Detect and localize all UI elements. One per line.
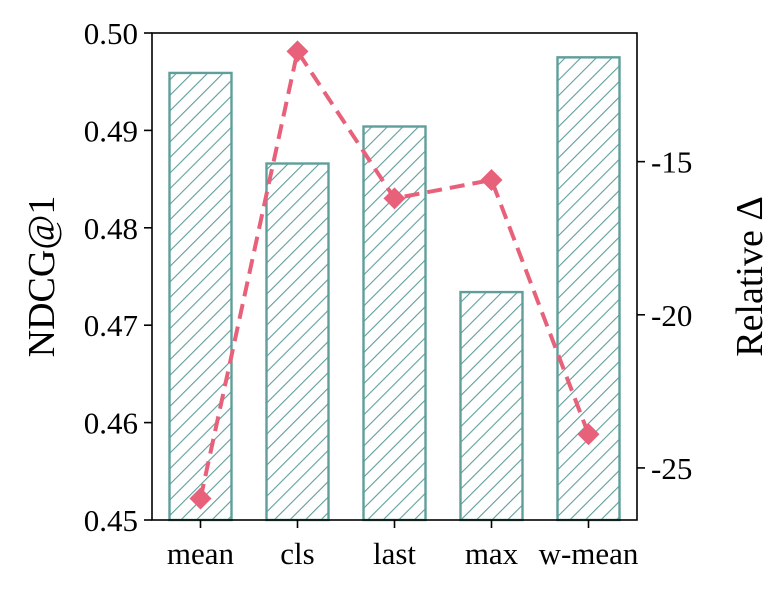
y-left-tick-label: 0.49 [84,113,138,148]
line-point-mean [189,487,212,510]
line-point-cls [286,40,309,63]
ticks-layer: 0.45 0.46 0.47 0.48 0.49 0.50 -25 -20 -15 mean cls… [84,16,693,571]
y-right-tick-label: -15 [651,145,692,180]
y-right-tick-label: -20 [651,298,692,333]
x-tick-label-cls: cls [280,536,314,571]
x-tick-label-max: max [465,536,519,571]
y-left-tick-label: 0.46 [84,406,138,441]
y-left-tick-label: 0.45 [84,503,138,538]
line-point-max [480,169,503,192]
y-axis-title-right: Relative Δ [729,196,771,357]
y-left-tick-label: 0.50 [84,16,138,51]
line-point-last [383,187,406,210]
y-left-tick-label: 0.47 [84,308,138,343]
bar-max [459,290,524,522]
line-point-w-mean [577,423,600,446]
y-axis-title-left: NDCG@1 [21,196,63,358]
bar-mean [168,71,233,522]
x-tick-label-mean: mean [167,536,235,571]
line-series [189,40,600,510]
x-tick-label-w-mean: w-mean [539,536,639,571]
y-right-tick-label: -25 [651,451,692,486]
bar-last [362,125,427,522]
y-left-tick-label: 0.48 [84,211,138,246]
bar-cls [265,162,330,522]
bar-w-mean [556,56,621,522]
x-tick-label-last: last [373,536,416,571]
bars-layer [168,56,621,522]
